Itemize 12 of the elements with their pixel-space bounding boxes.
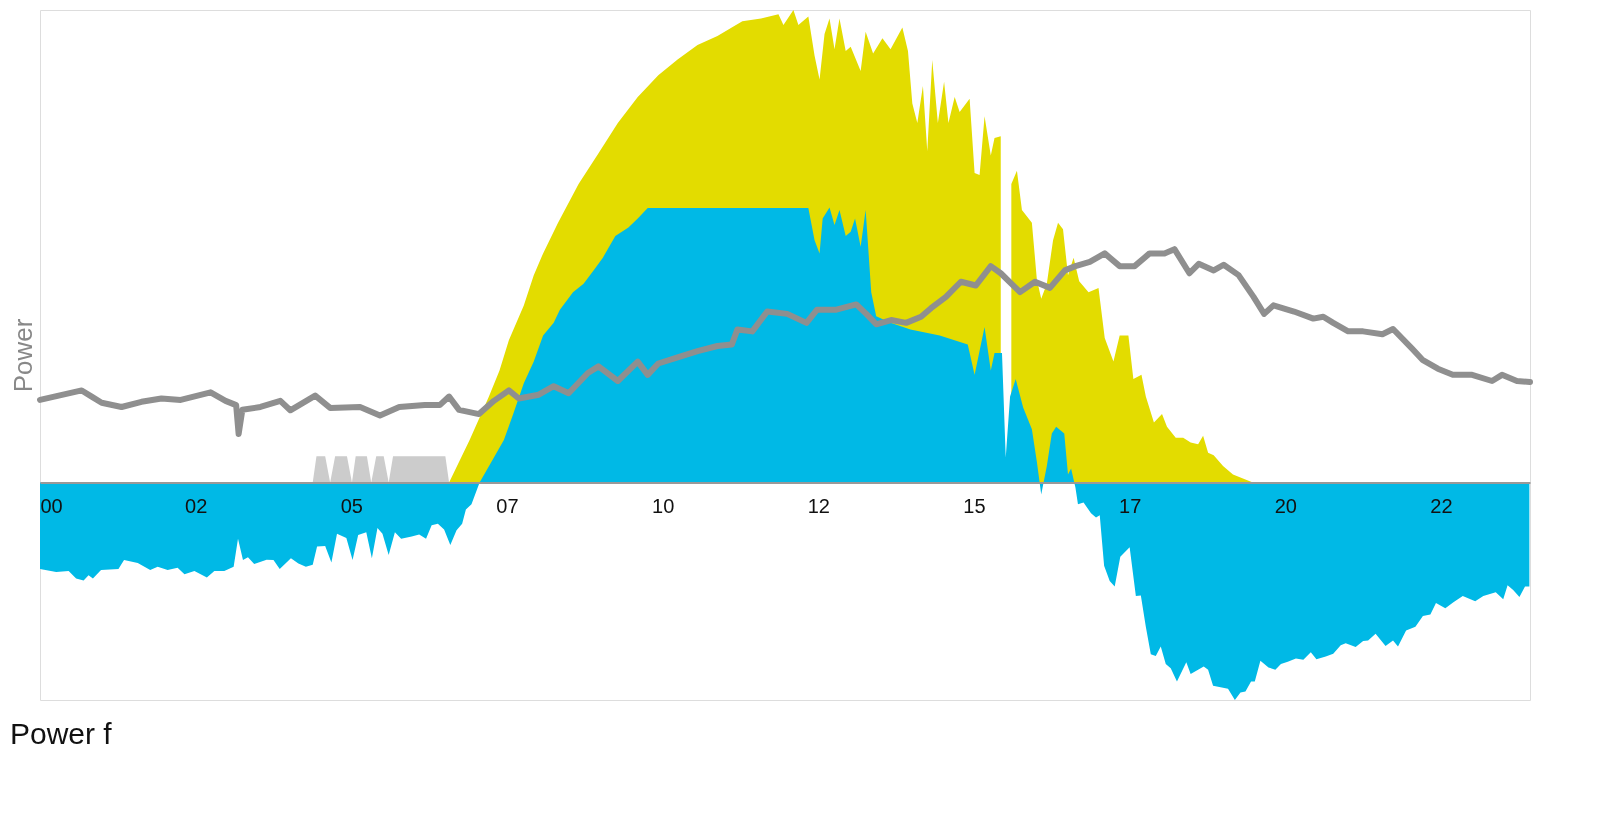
x-tick-label: 05 <box>340 495 363 518</box>
x-tick-label: 17 <box>1119 495 1142 518</box>
text: Power f <box>10 717 113 750</box>
x-tick-label: 22 <box>1430 495 1453 518</box>
y-axis-title: Power <box>7 318 38 393</box>
x-tick-label: 12 <box>807 495 830 518</box>
x-tick-label: 10 <box>652 495 675 518</box>
x-tick-label: 07 <box>496 495 519 518</box>
x-tick-label: 00 <box>40 495 63 518</box>
x-tick-label: 15 <box>963 495 986 518</box>
x-tick-label: 20 <box>1274 495 1297 518</box>
x-tick-label: 02 <box>185 495 208 518</box>
